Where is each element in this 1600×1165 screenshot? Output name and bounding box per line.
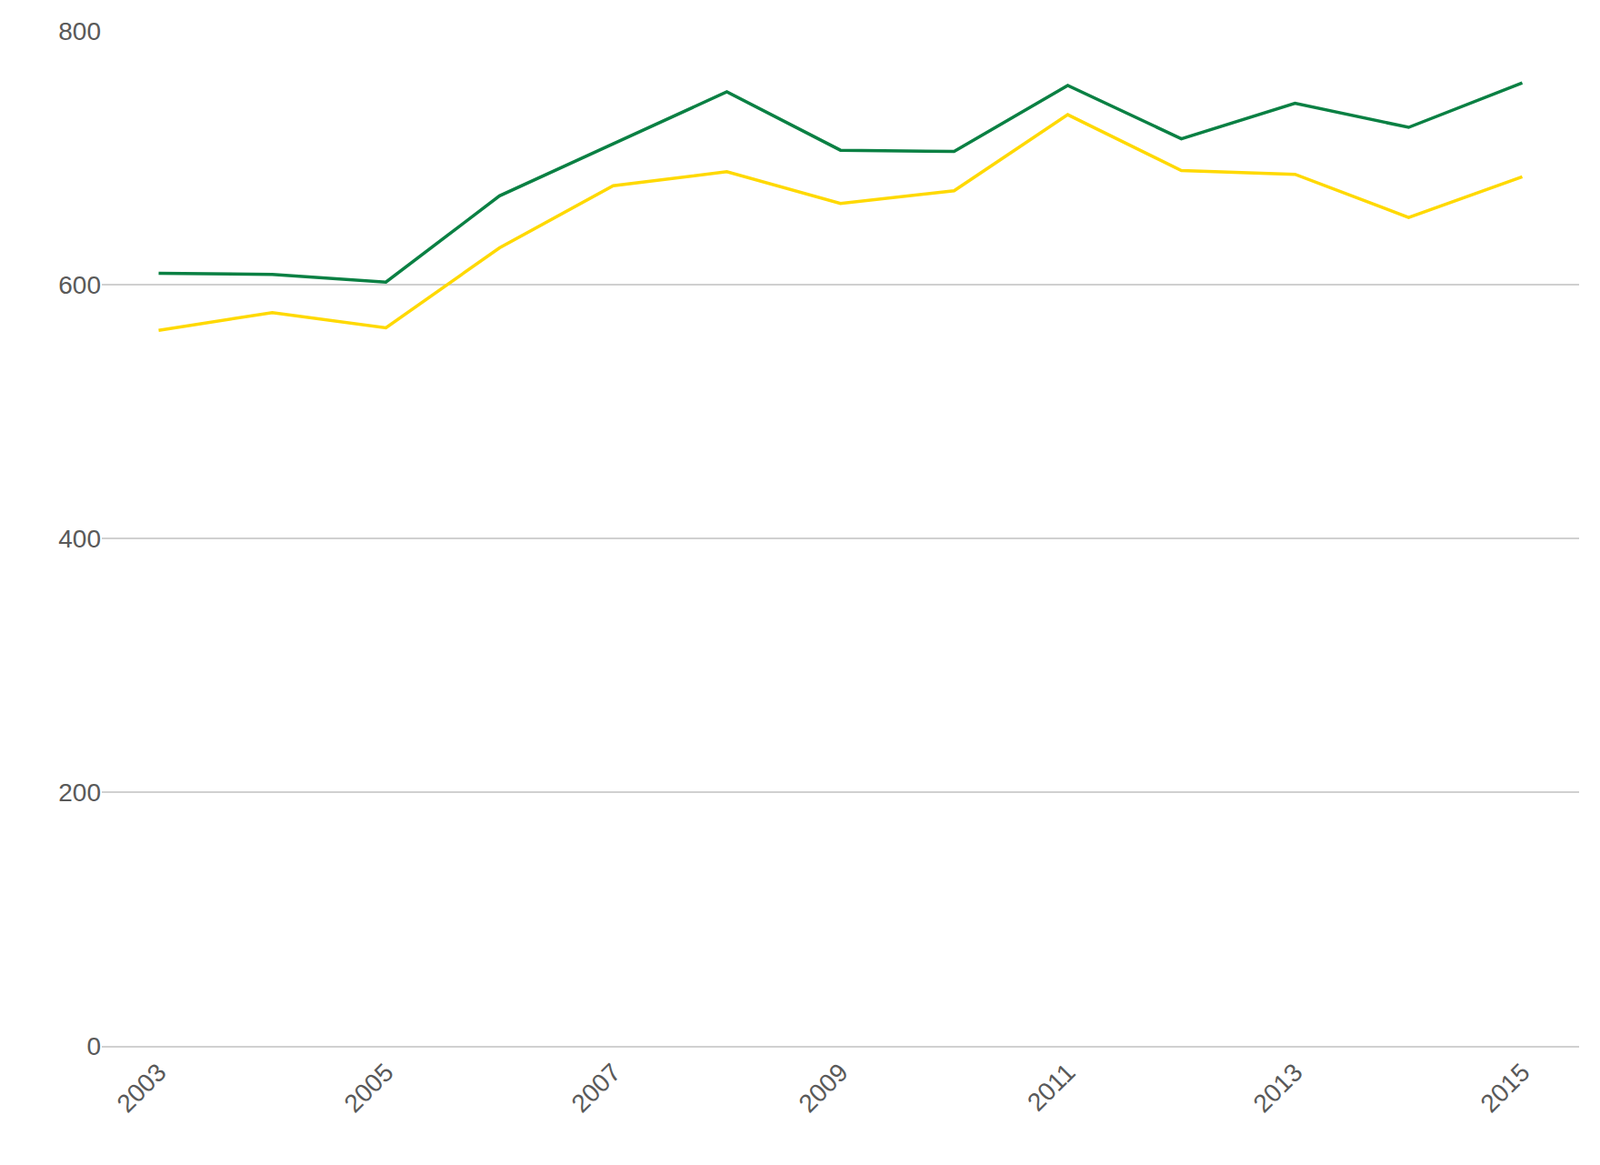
svg-text:2013: 2013 [1248,1057,1309,1118]
svg-text:200: 200 [58,778,101,807]
svg-text:600: 600 [58,270,101,300]
svg-text:0: 0 [86,1031,101,1060]
svg-text:2007: 2007 [566,1057,627,1118]
svg-text:800: 800 [58,17,101,46]
svg-text:400: 400 [58,524,101,553]
svg-text:2011: 2011 [1021,1057,1081,1117]
svg-text:2003: 2003 [111,1057,172,1118]
svg-text:2005: 2005 [339,1057,400,1118]
svg-text:2009: 2009 [793,1057,854,1118]
svg-text:2015: 2015 [1475,1057,1536,1118]
